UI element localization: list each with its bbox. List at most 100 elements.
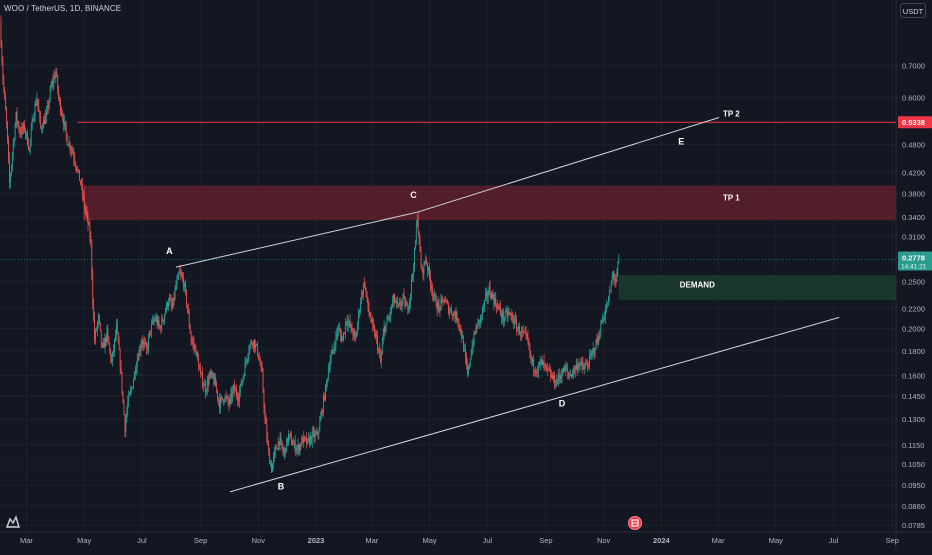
candle-body <box>95 330 96 340</box>
candle-body <box>378 349 379 351</box>
candle-body <box>315 433 317 435</box>
candle-body <box>297 445 299 448</box>
candle-body <box>552 375 553 379</box>
candle-body <box>430 276 431 287</box>
candle-body <box>540 359 542 362</box>
candle-body <box>465 349 466 358</box>
last-price-tag[interactable] <box>898 251 932 271</box>
candle-body <box>546 365 548 367</box>
candle-body <box>213 377 215 385</box>
candle-body <box>605 310 606 318</box>
candle-body <box>497 305 499 310</box>
trendline-2[interactable] <box>417 117 720 213</box>
candle-body <box>209 371 211 378</box>
candle-body <box>138 349 140 361</box>
candle-body <box>101 343 103 347</box>
candle-body <box>256 343 257 345</box>
y-axis-panel[interactable] <box>896 0 932 550</box>
candle-body <box>6 110 8 122</box>
trendline-1[interactable] <box>175 211 418 268</box>
candle-body <box>524 332 526 333</box>
candle-body <box>179 271 181 275</box>
candle-body <box>206 380 208 391</box>
candle-body <box>27 132 28 145</box>
candle-body <box>416 218 418 226</box>
x-tick-label: Sep <box>539 536 552 545</box>
candle-body <box>340 330 342 335</box>
candle-body <box>533 359 535 370</box>
candle-body <box>505 311 507 312</box>
candle-body <box>353 331 355 336</box>
candle-body <box>395 302 396 304</box>
candle-body <box>612 272 614 278</box>
candle-body <box>229 397 231 405</box>
candle-body <box>86 212 88 215</box>
candle-body <box>284 448 286 454</box>
candle-body <box>610 282 612 291</box>
candle-body <box>25 130 26 134</box>
candle-body <box>202 373 203 386</box>
tradingview-logo-icon[interactable] <box>4 513 22 531</box>
candle-body <box>134 371 136 374</box>
candle-body <box>214 377 216 385</box>
candle-body <box>261 366 263 372</box>
candle-body <box>99 322 101 331</box>
economic-event-icon[interactable] <box>628 516 642 530</box>
candle-body <box>335 334 337 347</box>
candle-body <box>559 376 561 378</box>
candle-body <box>296 447 298 450</box>
candle-body <box>469 359 471 366</box>
candle-body <box>204 384 206 394</box>
wave-point-label: C <box>410 190 417 200</box>
candle-body <box>541 359 543 366</box>
demand-zone[interactable] <box>618 275 896 301</box>
candle-body <box>449 309 451 311</box>
candle-body <box>319 421 321 431</box>
candle-body <box>42 128 43 130</box>
candle-body <box>475 326 477 334</box>
candle-body <box>495 297 497 305</box>
candle-body <box>466 357 467 365</box>
candle-body <box>566 369 568 370</box>
tp2-price-tag[interactable] <box>898 116 932 129</box>
candle-body <box>449 310 450 314</box>
candle-body <box>573 367 575 372</box>
candle-body <box>326 379 328 382</box>
candle-body <box>193 342 195 347</box>
candle-body <box>329 361 331 368</box>
candle-body <box>238 391 240 402</box>
candle-body <box>523 331 525 333</box>
candle-body <box>288 434 289 443</box>
zone-label: TP 2 <box>723 110 740 119</box>
x-tick-label: Mar <box>365 536 378 545</box>
trendline-3[interactable] <box>229 316 840 493</box>
candle-body <box>391 307 393 309</box>
candle-body <box>83 196 85 207</box>
candle-body <box>343 332 345 334</box>
candle-body <box>157 320 159 325</box>
candle-body <box>150 330 151 332</box>
currency-button[interactable]: USDT <box>900 3 926 18</box>
symbol-title[interactable]: WOO / TetherUS, 1D, BINANCE <box>4 4 122 13</box>
candle-body <box>506 311 508 317</box>
candle-body <box>425 259 427 263</box>
candle-body <box>278 441 280 445</box>
candle-body <box>409 301 411 308</box>
zone-label: TP 1 <box>723 193 740 202</box>
candle-body <box>488 286 490 295</box>
candle-body <box>173 297 175 300</box>
candle-body <box>194 346 196 348</box>
candle-body <box>85 209 87 213</box>
candle-body <box>111 359 113 362</box>
candle-body <box>407 304 409 311</box>
tp1-zone[interactable] <box>84 185 896 221</box>
candle-body <box>91 240 93 275</box>
candle-body <box>165 310 166 315</box>
candle-body <box>346 321 348 325</box>
candle-body <box>219 399 220 409</box>
candle-body <box>447 301 448 304</box>
candle-body <box>241 380 243 386</box>
y-tick-label: 0.0950 <box>902 481 925 490</box>
